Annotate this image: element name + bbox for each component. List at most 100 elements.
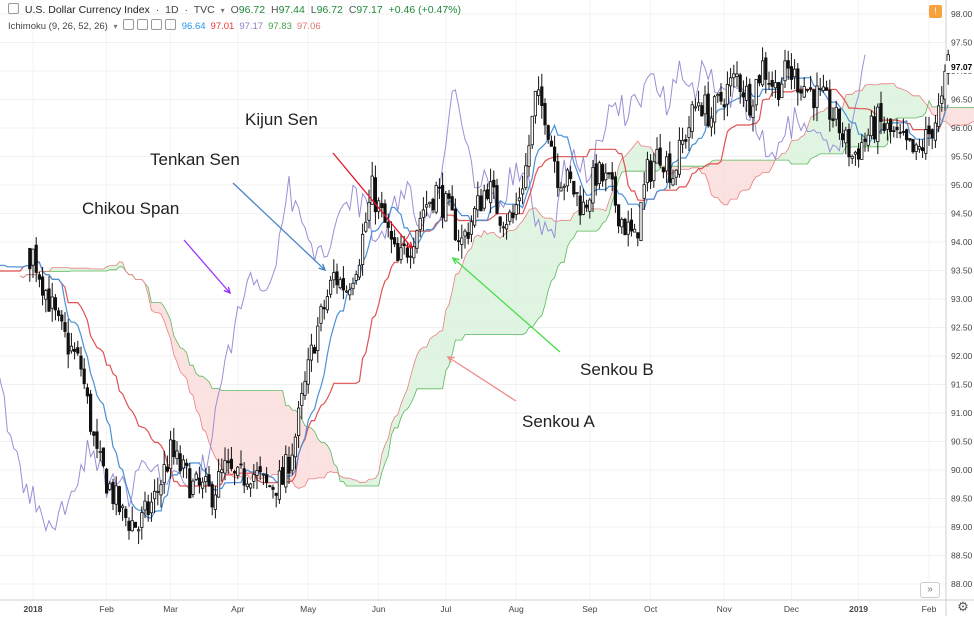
cloud-bearish: [203, 376, 206, 432]
indicator-value-2: 97.17: [239, 21, 263, 32]
candle-body: [118, 487, 120, 512]
y-tick-label: 95.50: [951, 152, 973, 162]
candle-body: [294, 437, 296, 457]
chevron-down-icon[interactable]: ▾: [221, 6, 225, 15]
candle-body: [873, 117, 875, 139]
symbol-title[interactable]: U.S. Dollar Currency Index: [25, 4, 150, 16]
candle-body: [205, 477, 207, 482]
scroll-right-button[interactable]: »: [920, 582, 940, 598]
candle-body: [787, 61, 789, 69]
cloud-bullish: [523, 216, 526, 335]
settings-icon[interactable]: [137, 19, 148, 30]
candle-body: [374, 178, 376, 212]
cloud-bullish: [465, 251, 468, 335]
more-icon[interactable]: [165, 19, 176, 30]
candle-body: [169, 440, 171, 469]
indicator-value-3: 97.83: [268, 21, 292, 32]
candle-body: [179, 454, 181, 471]
y-tick-label: 93.50: [951, 266, 973, 276]
candle-body: [131, 521, 133, 531]
cloud-bullish: [791, 140, 794, 164]
candle-body: [560, 188, 562, 191]
candle-body: [547, 126, 549, 140]
candle-body: [406, 248, 408, 257]
cloud-bullish: [907, 91, 910, 118]
candle-body: [185, 463, 187, 465]
cloud-bullish: [430, 336, 433, 388]
candle-body: [905, 130, 907, 140]
cloud-bullish: [500, 235, 503, 334]
candle-body: [569, 172, 571, 179]
cloud-bullish: [798, 137, 801, 164]
candle-body: [688, 128, 690, 138]
candle-body: [857, 149, 859, 159]
candle-body: [438, 187, 440, 188]
cloud-bullish: [353, 480, 356, 486]
candle-body: [614, 177, 616, 205]
cloud-bullish: [551, 218, 554, 281]
candle-body: [851, 156, 853, 158]
candle-body: [512, 213, 514, 218]
collapse-icon[interactable]: [8, 3, 19, 14]
cloud-bearish: [769, 160, 772, 172]
candle-body: [409, 256, 411, 257]
candle-body: [841, 134, 843, 140]
cloud-bearish: [327, 445, 330, 472]
candle-body: [816, 86, 818, 107]
x-tick-label: Oct: [644, 604, 658, 614]
candle-body: [121, 506, 123, 508]
candle-body: [137, 530, 139, 531]
candle-body: [467, 232, 469, 238]
candle-body: [358, 265, 360, 277]
candle-body: [397, 243, 399, 260]
eye-icon[interactable]: [123, 19, 134, 30]
cloud-bearish: [743, 160, 746, 190]
chevron-down-icon[interactable]: ▾: [113, 22, 117, 31]
candle-body: [669, 154, 671, 183]
candle-body: [317, 326, 319, 351]
candle-body: [115, 486, 117, 504]
cloud-bearish: [753, 160, 756, 181]
candle-body: [624, 219, 626, 235]
candle-body: [301, 393, 303, 405]
candle-body: [601, 165, 603, 181]
indicator-name[interactable]: Ichimoku (9, 26, 52, 26): [8, 21, 108, 32]
candle-body: [198, 478, 200, 485]
candle-body: [608, 173, 610, 174]
close-icon[interactable]: [151, 19, 162, 30]
candle-body: [285, 455, 287, 487]
candle-body: [112, 482, 114, 503]
candle-body: [729, 78, 731, 86]
cloud-bearish: [731, 160, 734, 199]
x-tick-label: 2019: [849, 604, 868, 614]
candle-body: [870, 116, 872, 136]
cloud-bullish: [433, 335, 436, 389]
x-tick-label: Apr: [231, 604, 244, 614]
candle-body: [745, 86, 747, 100]
interval-label[interactable]: 1D: [165, 4, 178, 16]
candle-body: [774, 83, 776, 88]
gear-icon[interactable]: ⚙: [956, 600, 970, 614]
candle-body: [387, 222, 389, 227]
cloud-bullish: [471, 237, 474, 334]
candle-body: [461, 238, 463, 245]
candle-body: [384, 204, 386, 223]
candle-body: [854, 152, 856, 154]
candle-body: [800, 90, 802, 93]
candle-body: [291, 455, 293, 470]
cloud-bullish: [439, 331, 442, 389]
candle-body: [557, 162, 559, 188]
candle-body: [147, 502, 149, 515]
cloud-bearish: [155, 303, 158, 313]
y-tick-label: 93.00: [951, 294, 973, 304]
alert-icon[interactable]: !: [929, 5, 942, 18]
candle-body: [835, 107, 837, 119]
candle-body: [550, 141, 552, 146]
cloud-bullish: [529, 208, 532, 327]
candle-body: [649, 161, 651, 182]
candle-body: [528, 146, 530, 167]
open-key: O: [231, 4, 239, 16]
annotation-label: Tenkan Sen: [150, 150, 240, 169]
